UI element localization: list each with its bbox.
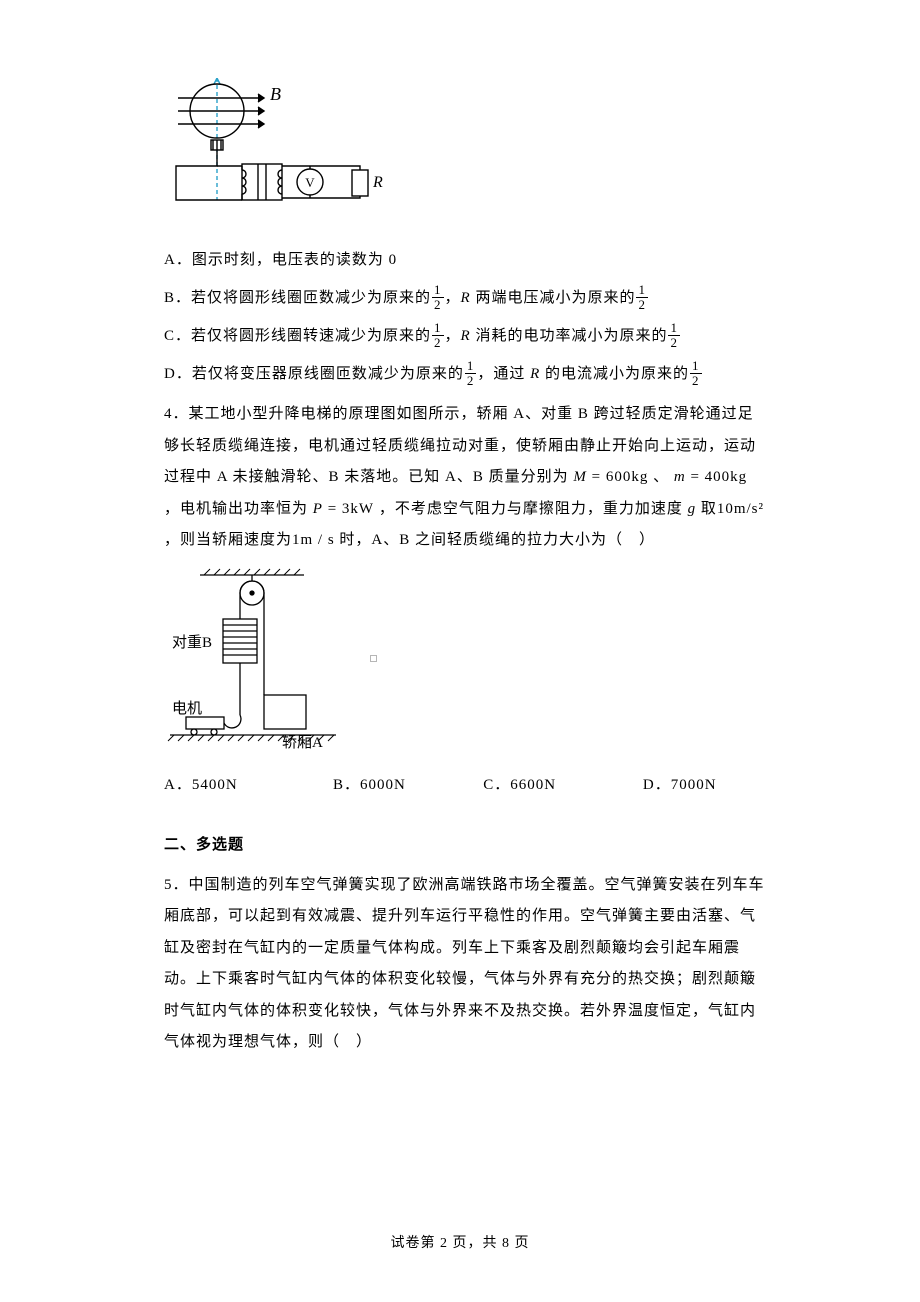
q3-opt-b: B．若仅将圆形线圈匝数减少为原来的12，R 两端电压减小为原来的12 bbox=[164, 283, 765, 313]
stub-marker-icon bbox=[370, 655, 377, 662]
page-footer: 试卷第 2 页，共 8 页 bbox=[0, 1232, 920, 1252]
text: ， bbox=[445, 328, 461, 344]
text: ，不考虑空气阻力与摩擦阻力，重力加速度 bbox=[379, 501, 688, 517]
field-label: B bbox=[270, 84, 281, 104]
fraction: 12 bbox=[432, 283, 444, 311]
eq-m-big: M bbox=[573, 469, 587, 485]
q3-figure: B V R bbox=[164, 78, 765, 227]
q4-figure: 对重B 轿厢A 电机 bbox=[164, 567, 765, 764]
var-g: g bbox=[688, 501, 697, 517]
footer-pre: 试卷第 bbox=[391, 1236, 441, 1251]
q4-opt-b: B．6000N bbox=[333, 770, 483, 800]
text: 消耗的电功率减小为原来的 bbox=[471, 328, 668, 344]
text: 、 bbox=[653, 469, 669, 485]
eq-m-small: m bbox=[674, 469, 686, 485]
resistor-label: R bbox=[372, 174, 383, 191]
text: D．若仅将变压器原线圈匝数减少为原来的 bbox=[164, 366, 464, 382]
text: B．若仅将圆形线圈匝数减少为原来的 bbox=[164, 290, 431, 306]
q4-opt-c: C．6600N bbox=[483, 770, 643, 800]
var-r: R bbox=[461, 328, 471, 344]
q3-opt-a: A．图示时刻，电压表的读数为 0 bbox=[164, 245, 765, 275]
section-2-heading: 二、多选题 bbox=[164, 830, 765, 860]
q3-opt-c: C．若仅将圆形线圈转速减少为原来的12，R 消耗的电功率减小为原来的12 bbox=[164, 321, 765, 351]
footer-total: 8 bbox=[502, 1236, 510, 1251]
cabin-a-label: 轿厢A bbox=[282, 734, 323, 751]
text: ，电机输出功率恒为 bbox=[164, 501, 308, 517]
voltmeter-label: V bbox=[305, 175, 315, 190]
fraction: 12 bbox=[636, 283, 648, 311]
fraction: 12 bbox=[668, 321, 680, 349]
footer-mid: 页，共 bbox=[448, 1236, 502, 1251]
text: ， bbox=[445, 290, 461, 306]
var-r: R bbox=[461, 290, 471, 306]
fraction: 12 bbox=[432, 321, 444, 349]
val-g: 取10m/s² bbox=[696, 501, 764, 517]
q4-opt-d: D．7000N bbox=[643, 770, 765, 800]
fraction: 12 bbox=[465, 359, 477, 387]
q4-options: A．5400N B．6000N C．6600N D．7000N bbox=[164, 770, 765, 800]
q4-stem: 4．某工地小型升降电梯的原理图如图所示，轿厢 A、对重 B 跨过轻质定滑轮通过足… bbox=[164, 399, 765, 557]
text: ，则当轿厢速度为1m / s 时，A、B 之间轻质缆绳的拉力大小为（ ） bbox=[164, 532, 655, 548]
content: A．图示时刻，电压表的读数为 0 B．若仅将圆形线圈匝数减少为原来的12，R 两… bbox=[164, 245, 765, 1059]
text: C．若仅将圆形线圈转速减少为原来的 bbox=[164, 328, 431, 344]
text: 两端电压减小为原来的 bbox=[471, 290, 636, 306]
motor-label: 电机 bbox=[172, 700, 202, 717]
text: 的电流减小为原来的 bbox=[540, 366, 689, 382]
eq-p: P bbox=[313, 501, 323, 517]
footer-page: 2 bbox=[440, 1236, 448, 1251]
fraction: 12 bbox=[690, 359, 702, 387]
weight-b-label: 对重B bbox=[172, 634, 212, 651]
q5-stem: 5．中国制造的列车空气弹簧实现了欧洲高端铁路市场全覆盖。空气弹簧安装在列车车厢底… bbox=[164, 870, 765, 1059]
q3-opt-d: D．若仅将变压器原线圈匝数减少为原来的12，通过 R 的电流减小为原来的12 bbox=[164, 359, 765, 389]
text: ，通过 bbox=[477, 366, 530, 382]
q4-opt-a: A．5400N bbox=[164, 770, 333, 800]
footer-post: 页 bbox=[510, 1236, 530, 1251]
var-r: R bbox=[530, 366, 540, 382]
